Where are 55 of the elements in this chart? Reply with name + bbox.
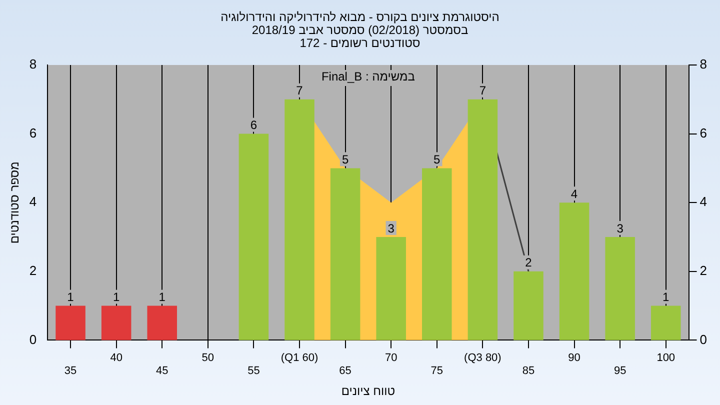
data-label: 6 [250,118,258,132]
bar [514,271,544,340]
bar [101,306,132,340]
bar [147,306,178,340]
y-tick-label: 2 [29,262,37,278]
bar [422,168,452,340]
y2-tick-label: 2 [700,262,708,278]
x-tick-label: 55 [248,365,260,378]
bar [605,237,635,340]
x-axis-title: טווח ציונים [341,384,396,398]
data-label: 1 [112,290,120,304]
bar [376,237,406,340]
bar [330,168,360,340]
chart-subtitle: בסמסטר (02/2018) סמסטר אביב 2018/19 סטודנטים רשומים - 172 [250,23,470,50]
annotation: במשימה : Final_B [321,69,415,84]
data-label: 4 [570,186,578,201]
x-tick-label: 65 [339,365,352,378]
data-label: 5 [434,152,441,167]
data-label: 7 [296,84,304,98]
data-label: 7 [479,84,486,98]
data-label: 1 [67,290,74,304]
x-tick-label: (Q1 60) [280,352,318,364]
y-tick-label: 8 [29,56,37,72]
y-tick-label: 6 [29,125,37,140]
y2-tick-label: 6 [700,125,708,140]
chart-title: היסטוגרמת ציונים בקורס - מבוא להידרוליקה והידרולוגיה [220,10,500,24]
data-label: 3 [616,221,624,236]
y2-tick-label: 4 [700,194,708,210]
x-tick-label: 100 [656,352,676,364]
y-tick-label: 4 [29,194,37,210]
y2-tick-label: 0 [700,332,708,347]
bar [650,306,681,340]
y2-tick-label: 8 [700,56,708,72]
x-tick-label: 75 [430,365,444,378]
x-tick-label: 50 [202,352,214,364]
data-label: 1 [662,290,670,304]
bar [56,306,86,340]
y-axis-title: מספר סטודנטים [8,162,22,244]
data-label: 2 [525,256,532,270]
data-label: 1 [158,290,166,304]
y-tick-label: 0 [29,332,37,347]
x-tick-label: (Q3 80) [464,352,502,364]
bar [284,99,314,340]
x-tick-label: 45 [156,365,168,378]
bar [468,99,498,340]
x-tick-label: 40 [110,352,122,364]
bar [559,202,590,340]
data-label: 3 [388,221,395,236]
x-tick-label: 95 [614,365,626,378]
bar [238,134,269,340]
x-tick-label: 70 [384,352,398,364]
x-tick-label: 85 [522,365,535,378]
x-tick-label: 35 [64,365,77,378]
data-label: 5 [342,152,349,167]
x-tick-label: 90 [568,352,580,364]
